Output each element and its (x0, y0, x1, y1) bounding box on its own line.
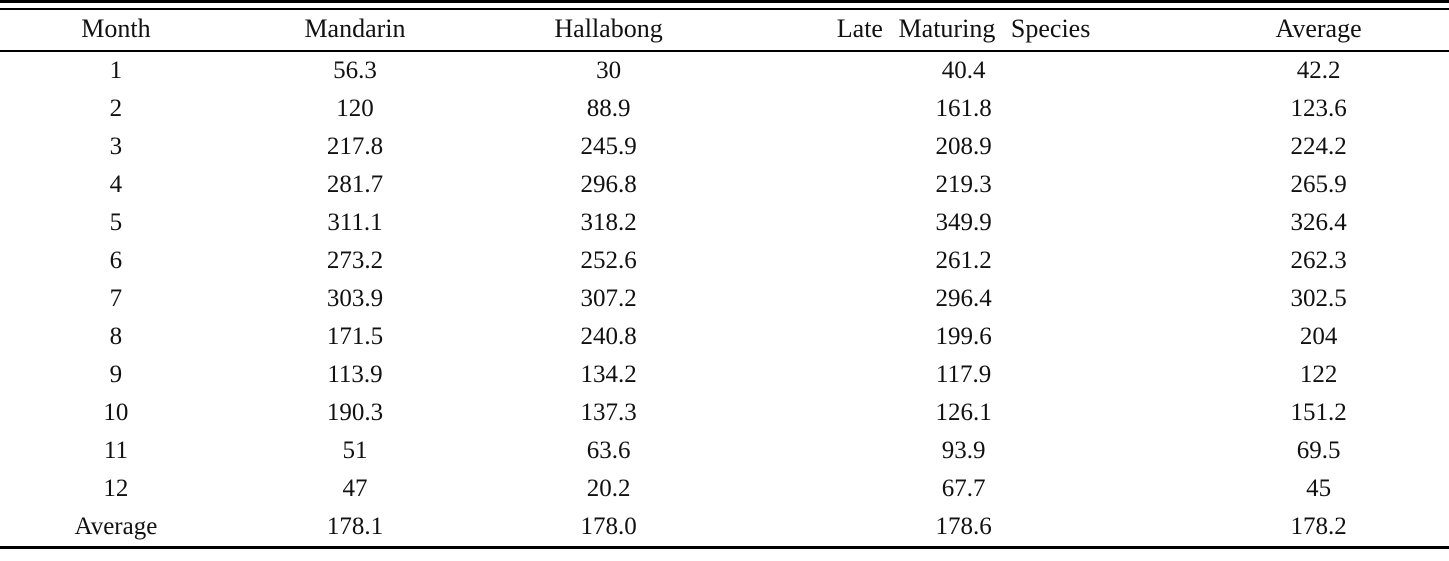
value-cell: 303.9 (326, 285, 384, 312)
row-label-cell: 6 (109, 247, 123, 274)
value-cell: 20.2 (586, 475, 631, 502)
column-header-month: Month (0, 9, 232, 52)
value-cell: 262.3 (1290, 247, 1347, 274)
value-cell: 178.1 (326, 513, 384, 540)
header-row: Month Mandarin Hallabong Late Maturing Spec… (0, 9, 1449, 52)
value-cell: 151.2 (1290, 399, 1347, 426)
column-header-hallabong: Hallabong (478, 9, 739, 52)
column-header-mandarin: Mandarin (231, 9, 479, 52)
value-cell: 307.2 (580, 285, 637, 312)
value-cell: 117.9 (935, 361, 992, 388)
value-cell: 178.6 (935, 513, 992, 540)
row-label-cell: 5 (109, 209, 123, 236)
value-cell: 190.3 (326, 399, 384, 426)
value-cell: 134.2 (580, 361, 637, 388)
value-cell: 67.7 (941, 475, 986, 502)
value-cell: 56.3 (333, 57, 377, 84)
value-cell: 120 (336, 95, 374, 122)
value-cell: 219.3 (935, 171, 992, 198)
value-cell: 47 (342, 475, 368, 502)
value-cell: 311.1 (327, 209, 383, 236)
value-cell: 30 (596, 57, 622, 84)
row-label-cell: 4 (109, 171, 123, 198)
row-label-cell: Average (74, 513, 158, 540)
row-label-cell: 3 (109, 133, 123, 160)
value-cell: 122 (1299, 361, 1338, 388)
table-row: 11 51 63.6 93.9 69.5 (0, 432, 1449, 470)
table-row: 1 56.3 30 40.4 42.2 (0, 51, 1449, 90)
row-label-cell: 10 (103, 399, 129, 426)
value-cell: 273.2 (326, 247, 384, 274)
value-cell: 281.7 (326, 171, 384, 198)
row-label-cell: 8 (109, 323, 123, 350)
value-cell: 199.6 (935, 323, 992, 350)
column-header-late-maturing-species: Late Maturing Species (738, 9, 1189, 52)
value-cell: 217.8 (326, 133, 384, 160)
value-cell: 88.9 (586, 95, 631, 122)
value-cell: 296.4 (935, 285, 992, 312)
value-cell: 302.5 (1290, 285, 1347, 312)
column-header-average: Average (1188, 9, 1449, 52)
value-cell: 126.1 (935, 399, 992, 426)
data-table: Month Mandarin Hallabong Late Maturing Spec… (0, 8, 1449, 549)
value-cell: 171.5 (326, 323, 384, 350)
value-cell: 296.8 (580, 171, 637, 198)
table-row: 8 171.5 240.8 199.6 204 (0, 318, 1449, 356)
value-cell: 63.6 (586, 437, 631, 464)
table-body: 1 56.3 30 40.4 42.2 2 120 88.9 161.8 123.6 3 217.8 2… (0, 51, 1449, 548)
value-cell: 224.2 (1290, 133, 1347, 160)
row-label-cell: 11 (103, 437, 128, 464)
table-row: 12 47 20.2 67.7 45 (0, 470, 1449, 508)
value-cell: 69.5 (1296, 437, 1341, 464)
value-cell: 178.2 (1290, 513, 1347, 540)
value-cell: 178.0 (580, 513, 637, 540)
value-cell: 51 (342, 437, 368, 464)
value-cell: 349.9 (935, 209, 992, 236)
value-cell: 123.6 (1290, 95, 1347, 122)
table-row: 2 120 88.9 161.8 123.6 (0, 90, 1449, 128)
table-row: 6 273.2 252.6 261.2 262.3 (0, 242, 1449, 280)
value-cell: 113.9 (327, 361, 383, 388)
table-row: 3 217.8 245.9 208.9 224.2 (0, 128, 1449, 166)
value-cell: 161.8 (935, 95, 992, 122)
table-row: 9 113.9 134.2 117.9 122 (0, 356, 1449, 394)
table-row: 5 311.1 318.2 349.9 326.4 (0, 204, 1449, 242)
row-label-cell: 1 (109, 57, 123, 84)
value-cell: 261.2 (935, 247, 992, 274)
row-label-cell: 12 (103, 475, 129, 502)
value-cell: 42.2 (1296, 57, 1341, 84)
value-cell: 265.9 (1290, 171, 1347, 198)
value-cell: 137.3 (580, 399, 637, 426)
row-label-cell: 7 (109, 285, 123, 312)
table-row: 4 281.7 296.8 219.3 265.9 (0, 166, 1449, 204)
row-label-cell: 2 (109, 95, 123, 122)
table-header: Month Mandarin Hallabong Late Maturing Spec… (0, 9, 1449, 52)
value-cell: 318.2 (580, 209, 637, 236)
table-row: 7 303.9 307.2 296.4 302.5 (0, 280, 1449, 318)
monthly-species-table: Month Mandarin Hallabong Late Maturing Spec… (0, 0, 1449, 549)
value-cell: 204 (1299, 323, 1338, 350)
value-cell: 45 (1306, 475, 1332, 502)
table-row: 10 190.3 137.3 126.1 151.2 (0, 394, 1449, 432)
value-cell: 252.6 (580, 247, 637, 274)
value-cell: 40.4 (941, 57, 986, 84)
value-cell: 326.4 (1290, 209, 1347, 236)
value-cell: 245.9 (580, 133, 637, 160)
value-cell: 240.8 (580, 323, 637, 350)
summary-row: Average 178.1 178.0 178.6 178.2 (0, 508, 1449, 548)
value-cell: 93.9 (941, 437, 986, 464)
value-cell: 208.9 (935, 133, 992, 160)
row-label-cell: 9 (109, 361, 123, 388)
